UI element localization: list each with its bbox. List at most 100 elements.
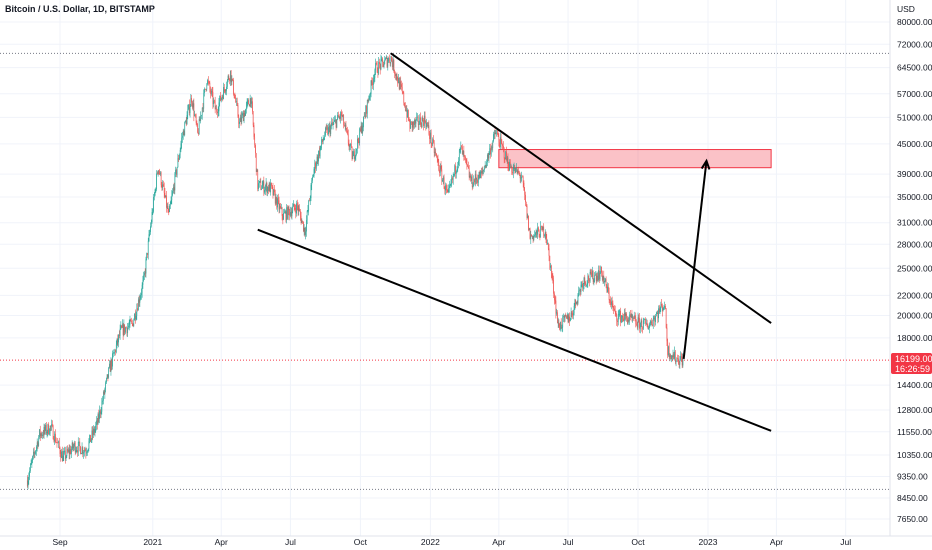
candle-body xyxy=(440,165,442,170)
candle-body xyxy=(521,176,523,178)
candle-body xyxy=(378,61,380,74)
candle-body xyxy=(48,424,49,435)
candle-body xyxy=(89,434,91,442)
candle-body xyxy=(658,308,660,313)
candle-body xyxy=(397,79,399,84)
candle-body xyxy=(322,140,324,142)
candle-body xyxy=(499,142,500,148)
candle-body xyxy=(138,299,140,303)
candle-body xyxy=(387,61,389,67)
candle-body xyxy=(370,80,372,94)
candle-body xyxy=(361,125,363,133)
candle-body xyxy=(509,161,510,171)
candle-body xyxy=(290,212,292,217)
candle-body xyxy=(596,275,598,281)
candle-body xyxy=(509,161,511,168)
price-axis-tick-label: 9350.00 xyxy=(897,472,928,482)
candle-body xyxy=(161,185,163,188)
candle-body xyxy=(644,319,646,320)
candle-body xyxy=(609,299,611,301)
candle-body xyxy=(220,98,222,101)
candle-body xyxy=(189,106,191,113)
candle-body xyxy=(220,95,221,101)
candle-body xyxy=(74,442,76,453)
candle-body xyxy=(268,186,269,191)
candle-body xyxy=(306,211,308,221)
candle-body xyxy=(214,100,216,110)
candle-body xyxy=(457,164,459,170)
candle-body xyxy=(635,316,637,324)
price-axis[interactable]: 80000.00 72000.00 64500.00 57000.00 51000.00… xyxy=(897,17,932,524)
candle-body xyxy=(554,293,555,301)
candle-body xyxy=(134,313,136,320)
candle-body xyxy=(362,127,364,133)
candle-body xyxy=(327,127,329,135)
candle-body xyxy=(629,314,631,321)
candle-body xyxy=(435,151,437,154)
candle-body xyxy=(334,119,335,122)
candle-body xyxy=(68,449,69,452)
candle-body xyxy=(350,143,352,147)
candle-body xyxy=(151,212,153,223)
candle-body xyxy=(356,148,357,151)
candle-body xyxy=(103,391,105,395)
candle-body xyxy=(423,120,424,126)
candle-body xyxy=(376,63,378,73)
candle-body xyxy=(344,124,346,127)
candle-body xyxy=(296,203,297,214)
candle-body xyxy=(446,189,448,191)
candle-body xyxy=(183,130,185,136)
candle-body xyxy=(158,170,160,172)
candle-body xyxy=(246,101,248,105)
candle-body xyxy=(299,211,301,216)
candle-body xyxy=(470,175,472,181)
price-axis-tick-label: 11550.00 xyxy=(897,427,932,437)
candle-body xyxy=(347,133,349,143)
candle-body xyxy=(657,313,659,319)
candle-body xyxy=(190,98,192,107)
candle-body xyxy=(223,87,224,100)
candle-body xyxy=(485,165,487,167)
candle-body xyxy=(587,276,589,284)
candle-body xyxy=(373,77,375,80)
candle-body xyxy=(285,211,287,221)
candle-body xyxy=(150,226,151,233)
candle-body xyxy=(454,165,456,175)
drawings[interactable] xyxy=(257,52,772,432)
candle-body xyxy=(550,265,551,268)
candle-body xyxy=(132,323,134,327)
candle-body xyxy=(437,158,439,162)
candle-body xyxy=(141,293,142,296)
candle-body xyxy=(87,451,88,453)
candle-body xyxy=(637,317,639,328)
price-tag-value: 16199.00 xyxy=(895,354,932,364)
candle-body xyxy=(619,310,621,315)
candle-body xyxy=(295,209,297,214)
gridlines xyxy=(0,0,890,536)
candle-body xyxy=(45,425,46,431)
candle-body xyxy=(400,81,402,85)
candle-body xyxy=(339,117,341,119)
candle-body xyxy=(172,191,173,196)
candle-body xyxy=(652,324,653,326)
candle-body xyxy=(420,117,421,125)
candle-body xyxy=(195,115,197,123)
candle-body xyxy=(417,116,419,125)
price-axis-tick-label: 28000.00 xyxy=(897,239,932,249)
candle-body xyxy=(535,232,536,236)
candle-body xyxy=(588,276,589,281)
candle-body xyxy=(563,315,565,319)
candle-body xyxy=(343,115,345,126)
candle-body xyxy=(191,98,192,103)
candle-body xyxy=(203,92,205,109)
candle-body xyxy=(541,226,542,227)
candle-body xyxy=(646,322,648,327)
candle-body xyxy=(177,158,179,168)
resistance-zone-layer[interactable] xyxy=(498,149,772,169)
candle-body xyxy=(651,321,653,325)
candle-body xyxy=(137,308,138,311)
time-axis[interactable]: Sep 2021 Apr Jul Oct 2022 Apr Jul Oct 2023 Apr Jul xyxy=(52,537,851,547)
candle-body xyxy=(159,171,160,175)
candle-body xyxy=(574,299,576,306)
